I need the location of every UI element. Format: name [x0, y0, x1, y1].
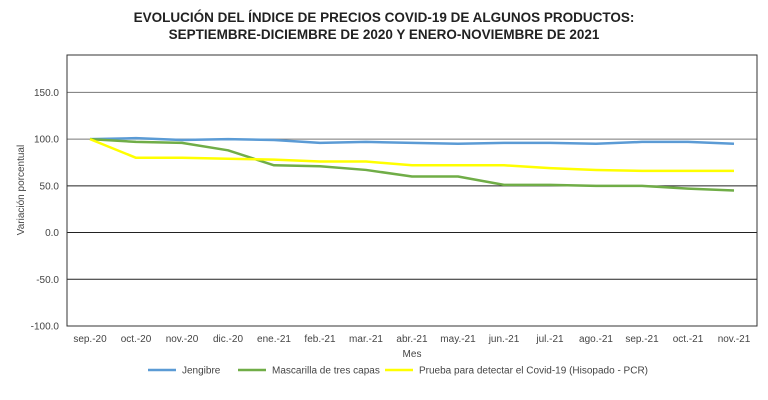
x-axis-label: Mes	[403, 349, 422, 360]
y-tick-label: -100.0	[31, 322, 60, 333]
y-axis-label: Variación porcentual	[16, 145, 27, 235]
x-tick-label: oct.-21	[673, 334, 704, 345]
chart-title-line-1: EVOLUCIÓN DEL ÍNDICE DE PRECIOS COVID-19…	[133, 10, 635, 25]
x-tick-label: jul.-21	[535, 334, 564, 345]
x-tick-label: mar.-21	[349, 334, 383, 345]
legend-label: Mascarilla de tres capas	[272, 366, 380, 377]
y-tick-label: 100.0	[34, 135, 59, 146]
x-tick-label: jun.-21	[488, 334, 520, 345]
y-tick-label: 0.0	[45, 228, 59, 239]
y-tick-label: -50.0	[36, 275, 59, 286]
x-tick-label: oct.-20	[121, 334, 152, 345]
x-tick-label: ene.-21	[257, 334, 291, 345]
x-tick-label: sep.-20	[73, 334, 107, 345]
plot-frame	[66, 54, 758, 327]
chart-title-line-2: SEPTIEMBRE-DICIEMBRE DE 2020 Y ENERO-NOV…	[168, 27, 600, 42]
x-tick-label: nov.-21	[718, 334, 751, 345]
x-tick-label: dic.-20	[213, 334, 243, 345]
legend-label: Prueba para detectar el Covid-19 (Hisopa…	[419, 366, 648, 377]
x-tick-label: may.-21	[440, 334, 476, 345]
y-tick-label: 50.0	[40, 181, 60, 192]
y-tick-label: 150.0	[34, 88, 59, 99]
x-tick-label: sep.-21	[625, 334, 659, 345]
x-tick-label: ago.-21	[579, 334, 613, 345]
legend-label: Jengibre	[182, 366, 221, 377]
x-tick-label: feb.-21	[304, 334, 336, 345]
x-tick-label: abr.-21	[396, 334, 428, 345]
x-tick-label: nov.-20	[166, 334, 199, 345]
